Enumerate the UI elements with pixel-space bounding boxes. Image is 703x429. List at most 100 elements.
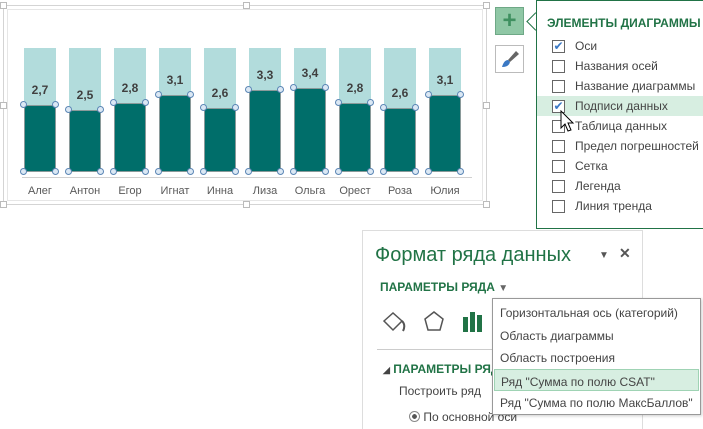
checkbox[interactable]: ✔ xyxy=(552,99,565,113)
resize-handle[interactable] xyxy=(483,2,490,9)
selection-handle[interactable] xyxy=(425,91,432,99)
csat-bar[interactable] xyxy=(249,90,281,172)
selection-handle[interactable] xyxy=(52,168,59,175)
data-label[interactable]: 3,1 xyxy=(436,73,454,88)
dropdown-item[interactable]: Горизонтальная ось (категорий) xyxy=(500,306,678,320)
selection-handle[interactable] xyxy=(200,103,207,111)
data-label[interactable]: 2,8 xyxy=(346,80,364,95)
chart-element-item[interactable]: Линия тренда xyxy=(537,196,703,216)
selection-handle[interactable] xyxy=(20,168,27,175)
checkbox[interactable] xyxy=(552,200,565,213)
csat-bar[interactable] xyxy=(429,95,461,172)
selection-handle[interactable] xyxy=(367,98,374,106)
section-header[interactable]: ◢ ПАРАМЕТРЫ РЯДА xyxy=(383,362,509,376)
chart-styles-button[interactable] xyxy=(495,45,524,73)
data-label[interactable]: 2,6 xyxy=(211,85,229,100)
dropdown-item[interactable]: Область диаграммы xyxy=(500,328,614,343)
selection-handle[interactable] xyxy=(245,86,252,94)
chart-element-item[interactable]: ✔ Подписи данных xyxy=(537,96,703,116)
data-label[interactable]: 2,5 xyxy=(76,88,94,102)
resize-handle[interactable] xyxy=(243,201,250,208)
selection-handle[interactable] xyxy=(110,168,117,175)
csat-bar[interactable] xyxy=(384,107,416,172)
selection-handle[interactable] xyxy=(110,98,117,106)
selection-handle[interactable] xyxy=(335,168,342,175)
checkbox[interactable] xyxy=(552,60,565,73)
data-label[interactable]: 3,1 xyxy=(166,73,184,88)
selection-handle[interactable] xyxy=(277,168,284,175)
data-label[interactable]: 3,4 xyxy=(301,65,319,80)
horizontal-axis[interactable] xyxy=(22,177,472,178)
resize-handle[interactable] xyxy=(483,102,490,109)
selection-handle[interactable] xyxy=(97,168,104,175)
selection-handle[interactable] xyxy=(457,168,464,175)
selection-handle[interactable] xyxy=(232,103,239,111)
selection-handle[interactable] xyxy=(232,168,239,175)
selection-handle[interactable] xyxy=(97,106,104,113)
data-label[interactable]: 3,3 xyxy=(256,68,274,83)
selection-handle[interactable] xyxy=(425,168,432,175)
resize-handle[interactable] xyxy=(483,201,490,208)
selection-handle[interactable] xyxy=(457,91,464,99)
selection-handle[interactable] xyxy=(155,91,162,99)
effects-icon[interactable] xyxy=(421,309,447,335)
checkbox[interactable] xyxy=(552,80,565,93)
data-label[interactable]: 2,8 xyxy=(121,80,139,95)
pane-options-icon[interactable]: ▼ xyxy=(599,250,609,261)
chart-element-item[interactable]: Легенда xyxy=(537,176,703,196)
selection-handle[interactable] xyxy=(380,103,387,111)
checkbox[interactable] xyxy=(552,180,565,193)
csat-bar[interactable] xyxy=(69,110,101,172)
resize-handle[interactable] xyxy=(0,201,7,208)
resize-handle[interactable] xyxy=(243,2,250,9)
selection-handle[interactable] xyxy=(245,168,252,175)
chart-elements-button[interactable]: + xyxy=(495,7,524,35)
selection-handle[interactable] xyxy=(322,168,329,175)
selection-handle[interactable] xyxy=(380,168,387,175)
selection-handle[interactable] xyxy=(65,168,72,175)
selection-handle[interactable] xyxy=(367,168,374,175)
selection-handle[interactable] xyxy=(187,168,194,175)
plot-area[interactable] xyxy=(7,9,483,201)
csat-bar[interactable] xyxy=(204,107,236,172)
selection-handle[interactable] xyxy=(335,98,342,106)
selection-handle[interactable] xyxy=(412,103,419,111)
selection-handle[interactable] xyxy=(142,98,149,106)
selection-handle[interactable] xyxy=(52,101,59,109)
series-options-icon[interactable] xyxy=(461,309,487,335)
csat-bar[interactable] xyxy=(114,102,146,172)
selection-handle[interactable] xyxy=(142,168,149,175)
chart-element-item[interactable]: Название диаграммы xyxy=(537,76,703,96)
dropdown-item[interactable]: Ряд "Сумма по полю МаксБаллов" xyxy=(500,396,693,410)
close-icon[interactable]: ✕ xyxy=(619,245,631,261)
csat-bar[interactable] xyxy=(24,105,56,172)
dropdown-item[interactable]: Область построения xyxy=(500,351,615,365)
fill-line-icon[interactable] xyxy=(381,309,407,335)
chart-element-item[interactable]: Предел погрешностей xyxy=(537,136,703,156)
checkbox[interactable] xyxy=(552,160,565,173)
csat-bar[interactable] xyxy=(159,95,191,172)
selection-handle[interactable] xyxy=(290,168,297,175)
selection-handle[interactable] xyxy=(20,101,27,109)
selection-handle[interactable] xyxy=(412,168,419,175)
dropdown-item[interactable]: Ряд "Сумма по полю CSAT" xyxy=(494,368,699,391)
resize-handle[interactable] xyxy=(0,102,7,109)
chart-element-item[interactable]: ✔ Оси xyxy=(552,39,598,53)
csat-bar[interactable] xyxy=(339,102,371,172)
csat-bar[interactable] xyxy=(294,87,326,172)
selection-handle[interactable] xyxy=(290,83,297,91)
selection-handle[interactable] xyxy=(187,91,194,99)
selection-handle[interactable] xyxy=(322,83,329,91)
series-options-dropdown[interactable]: ПАРАМЕТРЫ РЯДА ▼ xyxy=(380,280,509,294)
selection-handle[interactable] xyxy=(155,168,162,175)
selection-handle[interactable] xyxy=(277,86,284,94)
checkbox[interactable]: ✔ xyxy=(552,39,565,53)
chart-element-item[interactable]: Сетка xyxy=(537,156,703,176)
data-label[interactable]: 2,6 xyxy=(391,85,409,100)
chart-area[interactable]: 2,7 Алег 2,5 Антон 2,8 Егор 3,1 Игнат 2,6 Инна 3,3… xyxy=(0,2,490,208)
resize-handle[interactable] xyxy=(0,2,7,9)
selection-handle[interactable] xyxy=(200,168,207,175)
chart-element-item[interactable]: Названия осей xyxy=(537,56,703,76)
data-label[interactable]: 2,7 xyxy=(31,83,49,98)
selection-handle[interactable] xyxy=(65,106,72,113)
